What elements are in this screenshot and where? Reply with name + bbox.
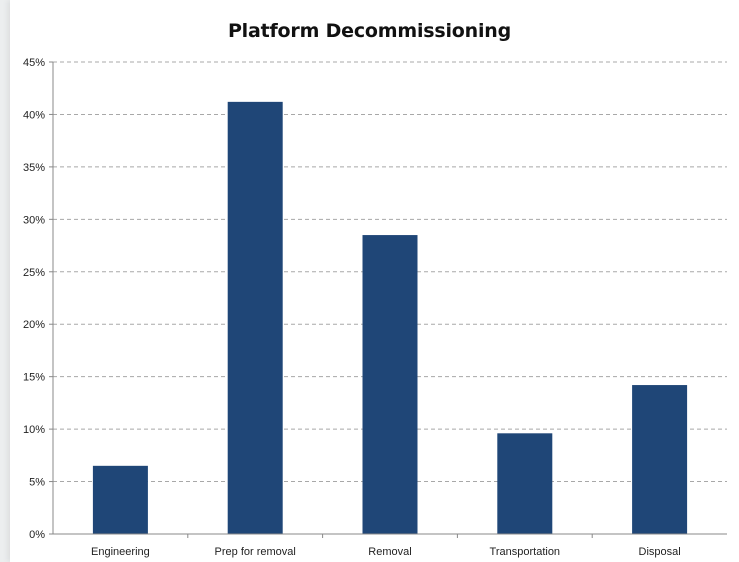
x-tick-label: Engineering (91, 546, 150, 558)
y-tick-label: 45% (23, 57, 45, 69)
x-tick-label: Prep for removal (215, 546, 296, 558)
y-tick-label: 0% (29, 529, 45, 541)
bars (92, 101, 688, 535)
bar-transportation (497, 433, 553, 534)
bar-disposal (632, 385, 688, 534)
x-axis-ticks: Engineering Prep for removal Removal Transp… (91, 534, 681, 558)
y-tick-label: 25% (23, 267, 45, 279)
y-tick-label: 5% (29, 477, 45, 489)
x-tick-label: Disposal (639, 546, 681, 558)
chart-title: Platform Decommissioning (227, 20, 512, 42)
bar-engineering (92, 465, 148, 534)
y-tick-label: 10% (23, 424, 45, 436)
y-tick-label: 15% (23, 372, 45, 384)
y-tick-label: 35% (23, 162, 45, 174)
y-tick-label: 20% (23, 319, 45, 331)
x-tick-label: Transportation (490, 546, 561, 558)
bar-removal (362, 235, 418, 535)
bar-prep-for-removal (227, 101, 283, 534)
y-axis-ticks: 0% 5% 10% 15% 20% 25% 30% 35% 40% 45% (23, 57, 53, 541)
x-tick-label: Removal (368, 546, 411, 558)
y-tick-label: 40% (23, 109, 45, 121)
y-tick-label: 30% (23, 214, 45, 226)
